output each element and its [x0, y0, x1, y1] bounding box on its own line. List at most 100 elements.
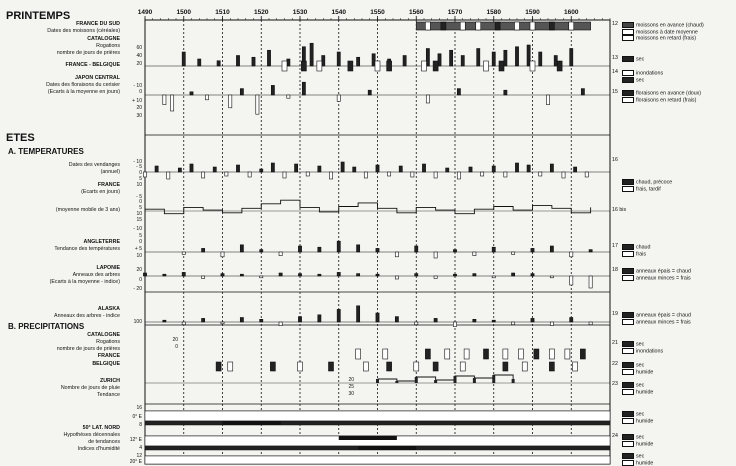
- bar-alaska: [530, 318, 535, 323]
- row-label-lat-c: de tendances: [88, 439, 120, 445]
- bar-jap_flor: [425, 94, 430, 104]
- x-tick-label: 1550: [370, 9, 385, 16]
- x-tick-label: 1580: [487, 9, 502, 16]
- legend-row-number: 18: [612, 267, 618, 273]
- cat-row-fr-be: [556, 60, 563, 72]
- tick-lat-4: 4: [139, 445, 142, 451]
- legend-row-number: 19: [612, 311, 618, 317]
- series-line-fr_moy: [145, 199, 592, 215]
- legend-entry: humide: [622, 440, 653, 448]
- bar-jap_flor: [336, 94, 341, 102]
- tick-jap-30: 30: [136, 113, 142, 119]
- bar-laponie: [259, 275, 264, 279]
- bar-jap_flor: [170, 94, 175, 112]
- legend-swatch: [622, 312, 634, 318]
- row-label-lat-a: 50° LAT. NORD: [82, 425, 120, 431]
- bar-cat_rog: [515, 46, 519, 67]
- bar-laponie: [336, 272, 341, 277]
- row-label-lat-b: Hypothèses décennales: [63, 432, 120, 438]
- row-label-ang-a: ANGLETERRE: [83, 239, 121, 245]
- bar-laponie: [549, 275, 554, 279]
- legend-text: anneaux minces = frais: [636, 274, 691, 281]
- bar-vendanges: [224, 171, 229, 177]
- cat-row-fr-be: [421, 60, 427, 72]
- cat-row-fr-be: [432, 60, 439, 72]
- legend-entry: sec: [622, 411, 644, 418]
- cat-row-pfr: [270, 361, 276, 372]
- row-label-fr-b: (Ecarts en jours): [81, 189, 120, 195]
- cat-row-pfr: [413, 361, 420, 372]
- bar-vendanges: [201, 171, 206, 179]
- legend-text: chaud: [636, 244, 651, 251]
- bar-angleterre: [356, 244, 361, 253]
- bar-angleterre: [201, 248, 206, 253]
- cat-row-fr-be: [498, 60, 505, 72]
- tick-lap-0: 0: [139, 277, 142, 283]
- legend-swatch: [622, 318, 634, 325]
- bar-vendanges: [584, 171, 589, 178]
- legend-row-number: 21: [612, 340, 618, 346]
- cat-row-pfr: [549, 361, 555, 372]
- legend-text: chaud, précoce: [636, 179, 673, 186]
- legend-text: anneaux minces = frais: [636, 318, 691, 325]
- tick-fr-10: 10: [136, 182, 142, 188]
- bar-angleterre: [278, 251, 283, 256]
- cat-row-pfr: [572, 361, 578, 372]
- bar-cat_rog: [236, 55, 240, 67]
- legend-swatch: [622, 28, 634, 35]
- legend-entry: inondations: [622, 70, 663, 77]
- legend-swatch: [622, 70, 634, 76]
- bar-zurich: [453, 376, 457, 383]
- bar-laponie: [433, 275, 438, 279]
- bar-vendanges: [154, 165, 159, 173]
- bar-alaska: [453, 321, 457, 327]
- legend-row-number: 24: [612, 433, 618, 439]
- bar-angleterre: [453, 249, 457, 253]
- row-label-ala-a: ALASKA: [97, 306, 120, 312]
- row-label-jap-c: (Ecarts à la moyenne en jours): [47, 89, 120, 95]
- tick-jap-10: - 10: [133, 83, 142, 89]
- legend-text: sec: [636, 382, 645, 389]
- cat-row-fds: [425, 21, 431, 31]
- legend-text: floraisons en retard (frais): [636, 96, 697, 103]
- bar-vendanges: [329, 171, 333, 180]
- lat50-band: [144, 410, 611, 422]
- legend-text: moissons en retard (frais): [636, 35, 697, 42]
- legend-swatch: [622, 250, 634, 257]
- x-tick-label: 1540: [332, 9, 347, 16]
- bar-cat_rog: [181, 51, 186, 67]
- tick-lat-12E: 12° E: [129, 437, 142, 443]
- legend-text: moissons en avance (chaud): [636, 22, 704, 29]
- row-label-pbe: BELGIQUE: [92, 361, 120, 367]
- legend-swatch: [622, 76, 634, 83]
- bar-vendanges: [491, 165, 496, 173]
- bar-vendanges: [305, 171, 310, 177]
- cat-row-pfr: [215, 361, 222, 372]
- legend-swatch: [622, 411, 634, 417]
- bar-angleterre: [472, 251, 477, 256]
- row-label-zur-b: Nombre de jours de pluie: [60, 385, 120, 391]
- tick-cat-60: 60: [136, 45, 142, 51]
- bar-vendanges: [270, 162, 275, 173]
- cat-row-pcat: [564, 348, 571, 360]
- bar-laponie: [220, 273, 225, 277]
- bar-vendanges: [212, 166, 217, 173]
- bar-vendanges: [422, 163, 426, 173]
- legend-entry: humide: [622, 417, 653, 425]
- bar-laponie: [588, 275, 593, 289]
- bar-alaska: [472, 318, 477, 323]
- bar-vendanges: [259, 168, 264, 173]
- cat-row-pcat: [549, 348, 555, 360]
- bar-alaska: [375, 312, 380, 323]
- bar-angleterre: [317, 246, 322, 253]
- legend-text: frais, tardif: [636, 185, 661, 192]
- cat-row-fr-be: [301, 60, 307, 72]
- bar-vendanges: [352, 166, 357, 173]
- bar-vendanges: [456, 171, 461, 180]
- tick-jap-20: 20: [136, 105, 142, 111]
- legend-entry: sec: [622, 56, 644, 63]
- bar-laponie: [530, 273, 535, 277]
- bar-alaska: [259, 318, 264, 323]
- cat-row-pcat: [518, 348, 524, 360]
